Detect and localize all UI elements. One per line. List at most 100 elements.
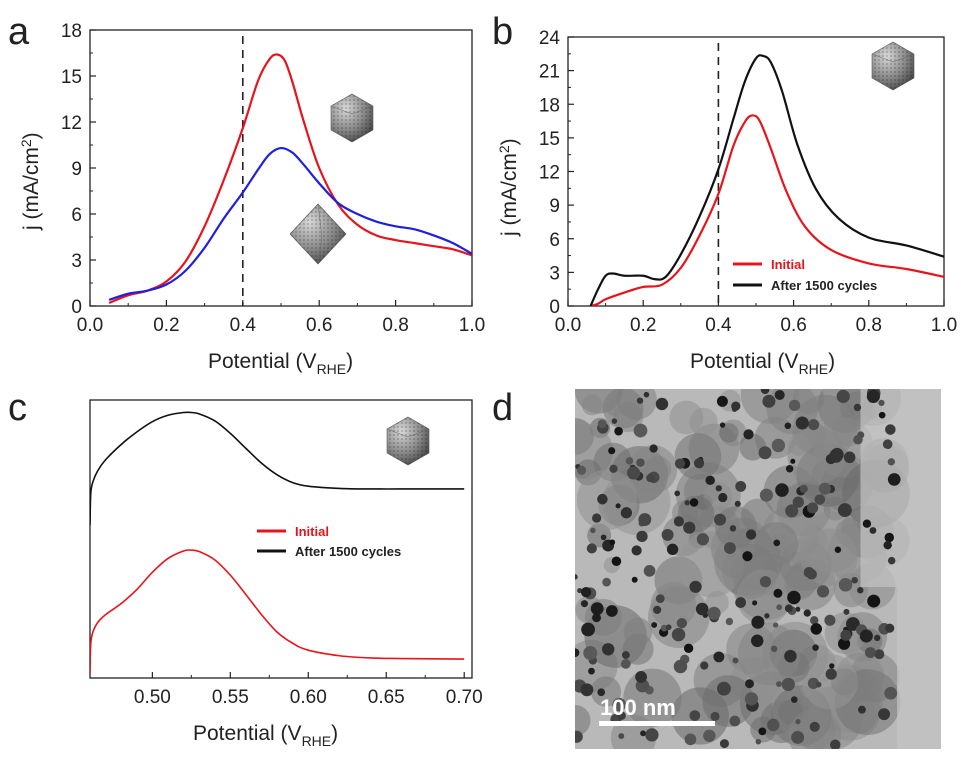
icosahedron-particle-icon [386,416,430,466]
nanoparticle [878,708,891,721]
nanoparticle [869,527,877,534]
nanoparticle [588,667,595,675]
nanoparticle [715,485,722,492]
nanoparticle [674,490,681,497]
nanoparticle [646,473,655,483]
nanoparticle [719,739,729,749]
nanoparticle [853,435,863,445]
nanoparticle [729,715,741,727]
panel-b-ylabel: j (mA/cm2) [496,138,521,237]
nanoparticle [772,622,779,628]
panel-a-ylabel: j (mA/cm2) [18,132,43,231]
nanoparticle [787,590,801,605]
nanoparticle [814,494,826,505]
y-tick-label: 6 [549,230,560,251]
nanoparticle [592,613,601,623]
x-tick-label: 0.2 [153,315,179,336]
series-line-after-1500-cycles [589,54,944,306]
y-tick-label: 15 [61,67,82,88]
panel-b-legend: Initial After 1500 cycles [733,257,877,293]
nanoparticle [602,643,615,656]
icosahedron-particle-icon [871,41,915,91]
nanoparticle [790,696,798,703]
micrograph-content [575,389,941,749]
nanoparticle [608,447,616,455]
panel-label-b: b [492,11,513,53]
nanoparticle [606,605,618,617]
vacuum-region [860,389,941,587]
nanoparticle [815,681,822,688]
support-blob [674,433,722,480]
nanoparticle [651,622,658,628]
nanoparticle [837,503,852,518]
nanoparticle [866,389,880,403]
nanoparticle [843,451,856,464]
x-tick-label: 1.0 [459,315,485,336]
nanoparticle [859,629,873,643]
y-tick-label: 0 [549,297,560,318]
support-blob [575,704,591,736]
nanoparticle [803,609,811,617]
nanoparticle [838,578,853,592]
nanoparticle [885,623,895,633]
nanoparticle [666,543,679,556]
x-tick-label: 0.8 [856,315,882,336]
nanoparticle [665,624,672,631]
nanoparticle [735,480,747,492]
nanoparticle [627,466,641,480]
nanoparticle [631,576,638,583]
nanoparticle [597,688,606,697]
series-line-icosahedra [108,53,472,304]
nanoparticle [676,617,688,629]
x-tick-label: 0.0 [77,315,103,336]
nanoparticle [853,403,862,412]
nanoparticle [878,399,885,406]
nanoparticle [795,606,801,612]
nanoparticle [818,482,831,495]
nanoparticle [775,483,789,497]
nanoparticle [887,556,896,565]
nanoparticle [611,556,622,567]
panel-a-series [108,53,472,304]
nanoparticle [713,651,725,663]
x-tick-label: 0.4 [705,315,732,336]
nanoparticle [597,419,607,429]
nanoparticle [760,389,770,394]
x-tick-label: 0.70 [446,687,483,708]
x-tick-label: 0.60 [290,687,327,708]
support-blob [602,389,644,429]
nanoparticle [816,585,830,598]
nanoparticle [707,606,721,620]
nanoparticle [851,576,858,584]
nanoparticle [857,587,864,594]
nanoparticle [636,397,644,404]
nanoparticle [857,705,866,714]
nanoparticle [653,605,662,614]
nanoparticle [580,683,594,697]
nanoparticle [764,613,770,619]
support-blob [719,423,739,443]
nanoparticle [674,458,686,469]
nanoparticle [784,649,797,663]
nanoparticle [758,446,772,460]
nanoparticle [635,670,647,683]
y-tick-label: 12 [61,113,82,134]
nanoparticle [878,411,886,419]
nanoparticle [788,399,801,412]
support-blob [787,426,846,485]
nanoparticle [716,395,728,407]
nanoparticle [807,502,819,514]
nanoparticle [744,692,759,706]
nanoparticle [590,527,596,534]
nanoparticle [636,458,645,467]
tem-micrograph: 100 nm [575,389,941,749]
x-tick-label: 0.6 [306,315,332,336]
nanoparticle [689,580,702,593]
support-blob [581,394,603,416]
nanoparticle [829,449,843,463]
nanoparticle [785,504,799,518]
y-tick-label: 12 [539,163,560,184]
nanoparticle [673,659,688,674]
x-tick-label: 1.0 [931,315,957,336]
nanoparticle [583,646,598,661]
